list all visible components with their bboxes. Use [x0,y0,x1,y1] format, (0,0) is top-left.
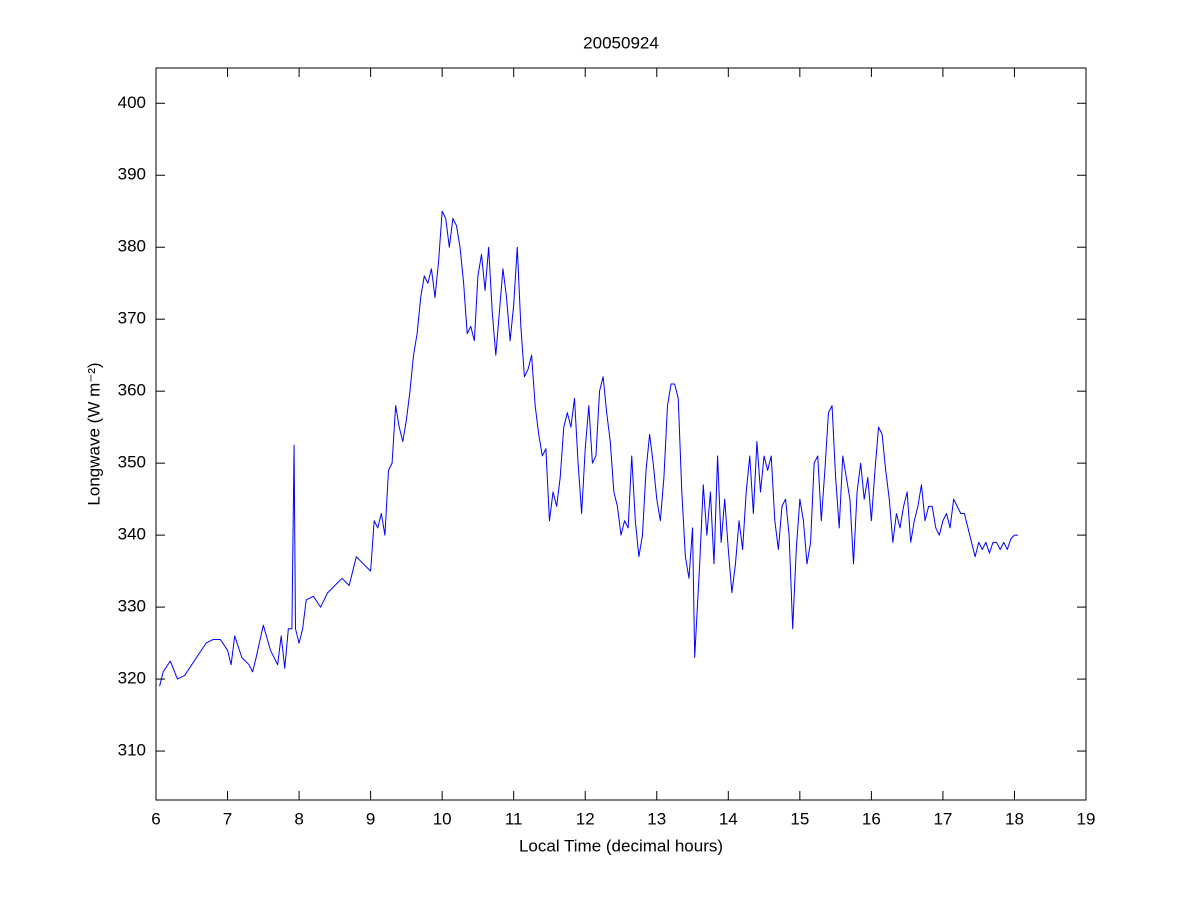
y-tick-label: 340 [118,525,146,544]
y-tick-label: 310 [118,741,146,760]
x-tick-label: 11 [505,809,523,828]
x-tick-label: 14 [719,809,738,828]
chart-title: 20050924 [583,33,659,52]
x-tick-label: 19 [1077,809,1096,828]
x-tick-label: 16 [862,809,881,828]
y-tick-label: 400 [118,93,146,112]
y-axis-label: Longwave (W m⁻²) [84,362,103,505]
x-tick-label: 10 [433,809,452,828]
x-tick-label: 8 [294,809,303,828]
y-tick-label: 320 [118,669,146,688]
y-tick-label: 360 [118,381,146,400]
x-tick-label: 12 [576,809,595,828]
y-tick-label: 350 [118,453,146,472]
x-tick-label: 7 [223,809,232,828]
plot-frame [155,67,1087,801]
x-tick-label: 6 [151,809,160,828]
x-tick-label: 13 [647,809,666,828]
y-tick-label: 370 [118,309,146,328]
x-tick-label: 17 [933,809,952,828]
y-tick-label: 390 [118,165,146,184]
x-axis-label: Local Time (decimal hours) [519,836,723,855]
y-tick-label: 380 [118,237,146,256]
data-line [159,210,1019,687]
x-tick-label: 18 [1005,809,1024,828]
x-tick-label: 15 [790,809,809,828]
y-tick-label: 330 [118,597,146,616]
x-tick-label: 9 [366,809,375,828]
